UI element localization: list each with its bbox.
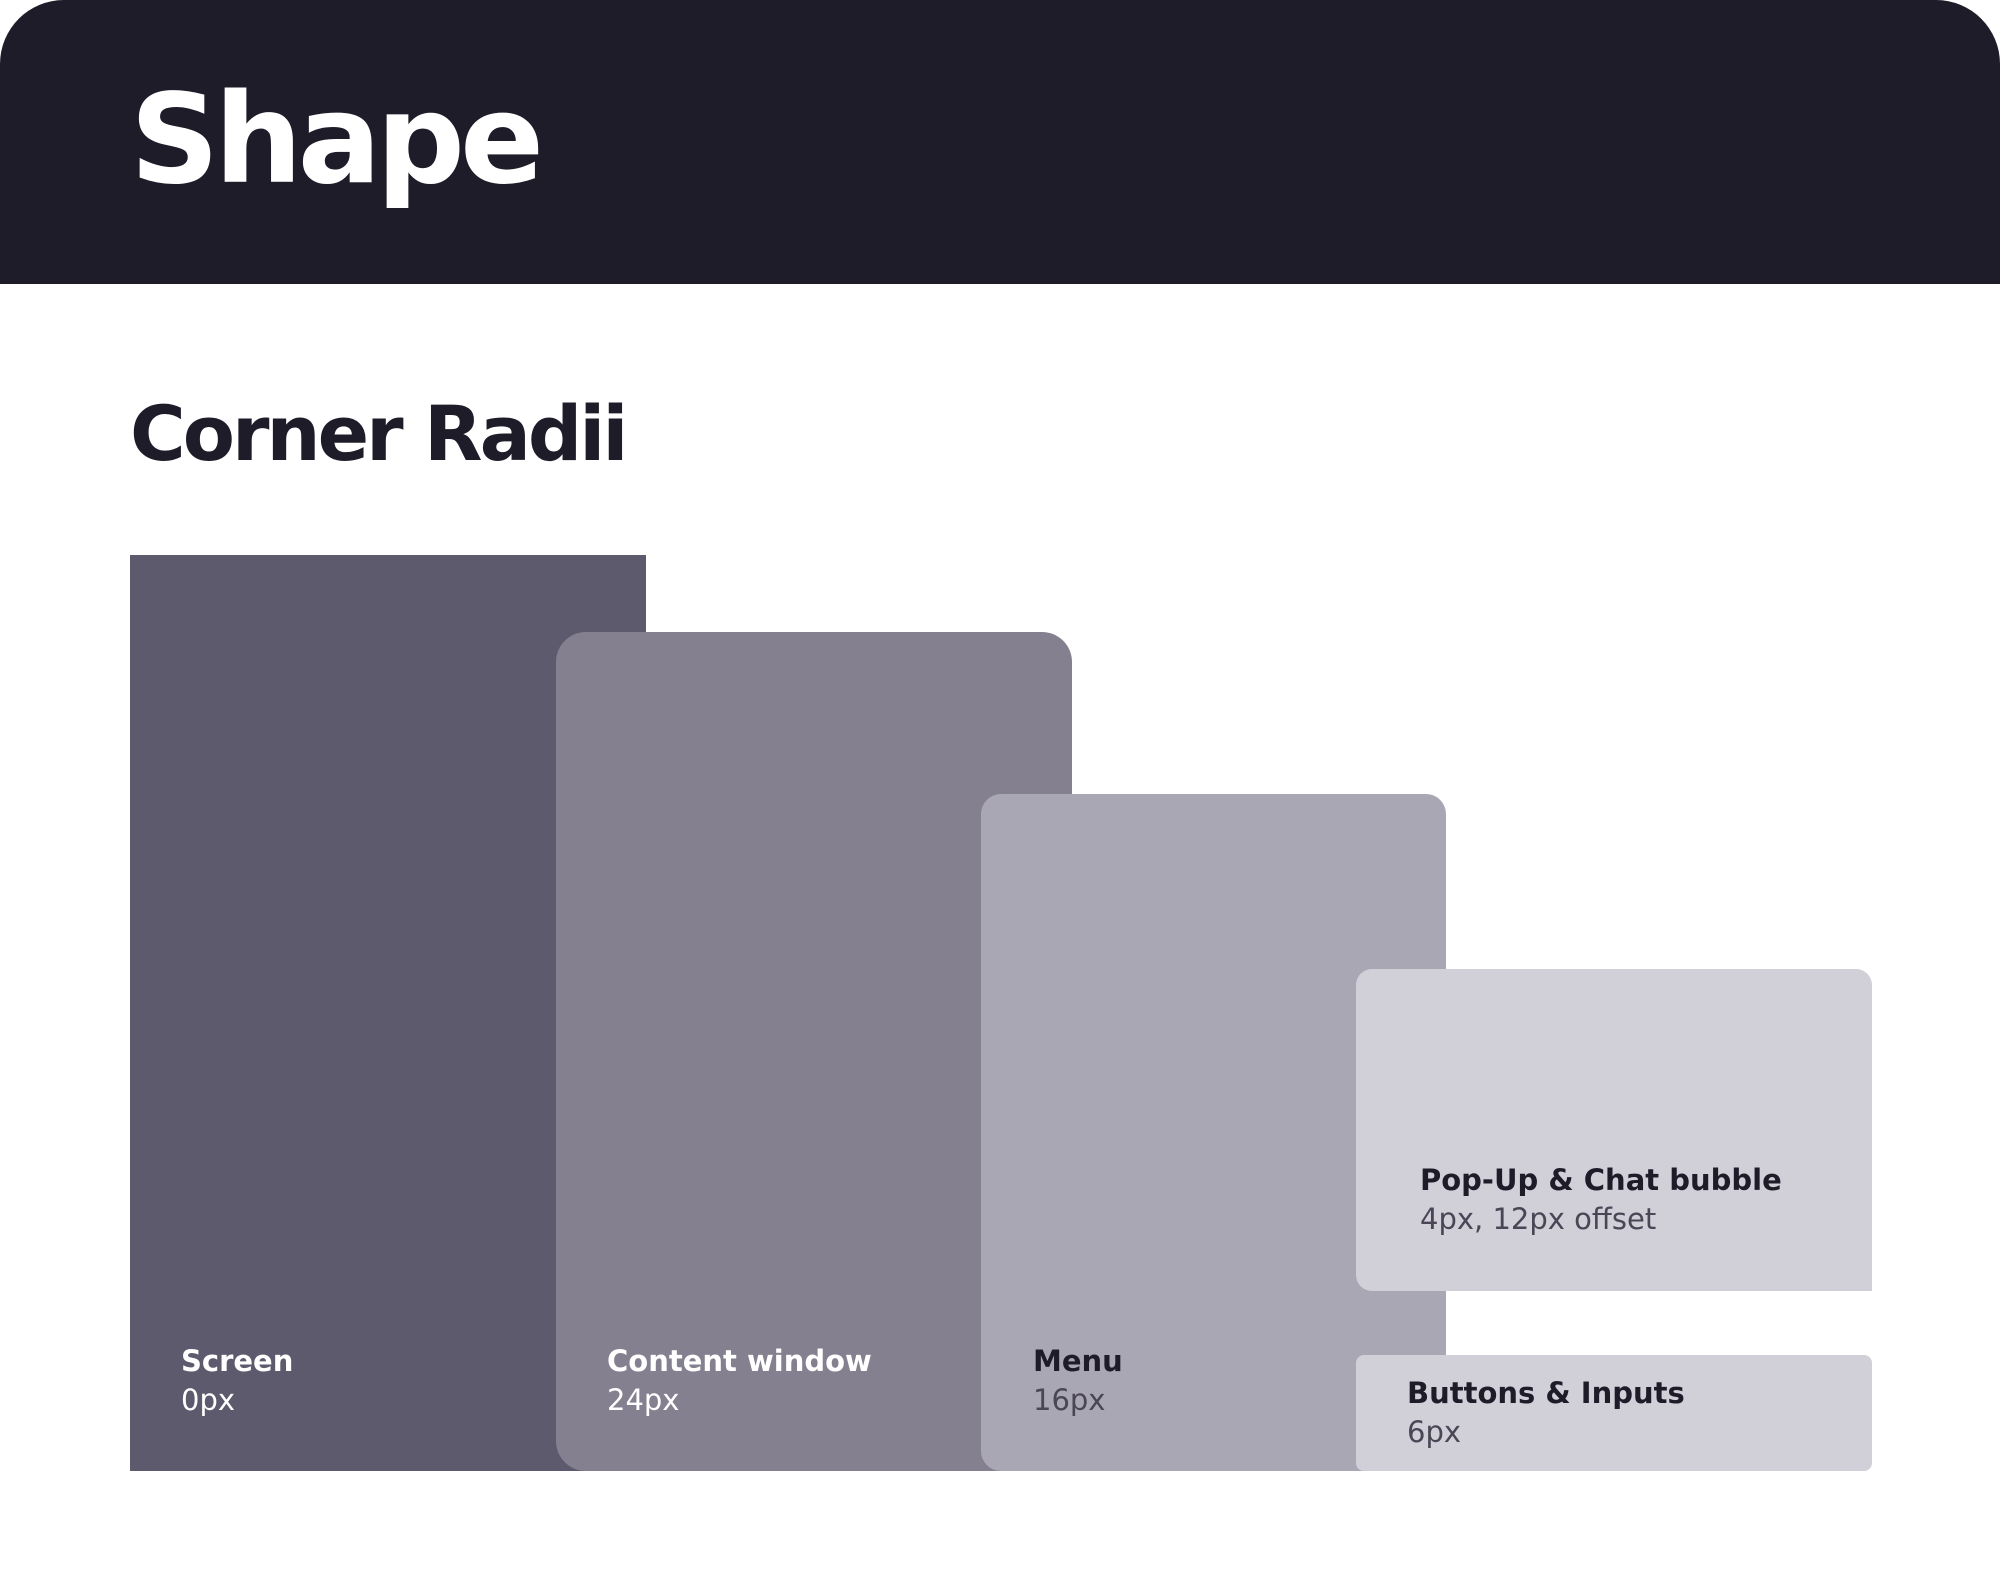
popup-label: Pop-Up & Chat bubble 4px, 12px offset	[1420, 1161, 1782, 1239]
menu-name: Menu	[1033, 1344, 1123, 1378]
screen-name: Screen	[181, 1344, 294, 1378]
popup-radius-value: 4px, 12px offset	[1420, 1202, 1657, 1236]
menu-label: Menu 16px	[1033, 1342, 1123, 1420]
buttons-name: Buttons & Inputs	[1407, 1376, 1685, 1410]
page-title: Shape	[130, 68, 544, 212]
buttons-radius-sample	[1356, 1355, 1872, 1471]
screen-radius-value: 0px	[181, 1383, 236, 1417]
popup-radius-sample	[1356, 969, 1872, 1291]
content-window-radius-value: 24px	[607, 1383, 680, 1417]
header-banner: Shape	[0, 0, 2000, 284]
content-window-label: Content window 24px	[607, 1342, 872, 1420]
popup-name: Pop-Up & Chat bubble	[1420, 1163, 1782, 1197]
section-title: Corner Radii	[130, 389, 628, 478]
buttons-radius-value: 6px	[1407, 1415, 1462, 1449]
content-window-name: Content window	[607, 1344, 872, 1378]
buttons-label: Buttons & Inputs 6px	[1407, 1374, 1685, 1452]
menu-radius-value: 16px	[1033, 1383, 1106, 1417]
screen-label: Screen 0px	[181, 1342, 293, 1420]
